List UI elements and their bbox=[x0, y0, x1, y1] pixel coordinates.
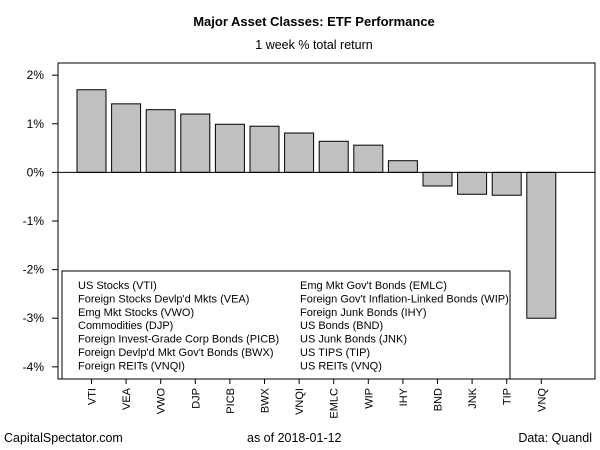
x-tick-label: VNQ bbox=[536, 388, 548, 412]
legend-item: Foreign Devlp'd Mkt Gov't Bonds (BWX) bbox=[78, 347, 274, 359]
legend-item: Foreign Stocks Devlp'd Mkts (VEA) bbox=[78, 293, 249, 305]
x-tick-label: BND bbox=[433, 388, 445, 411]
chart-title: Major Asset Classes: ETF Performance bbox=[193, 14, 435, 29]
legend-item: US REITs (VNQ) bbox=[300, 360, 382, 372]
bar-djp bbox=[180, 113, 211, 173]
y-tick-label: -2% bbox=[23, 263, 45, 277]
bar-tip bbox=[491, 171, 522, 196]
y-tick-label: -1% bbox=[23, 214, 45, 228]
footer-data-credit: Data: Quandl bbox=[518, 431, 592, 445]
legend-box bbox=[61, 270, 511, 380]
x-tick-label: VNQI bbox=[294, 388, 306, 415]
x-axis: VTI VEA VWO DJP PICB BWX VNQI EMLC WIP IHY BND JNK T… bbox=[87, 379, 548, 419]
y-axis: 2% 1% 0% -1% -2% -3% -4% bbox=[23, 68, 58, 374]
bar-bnd bbox=[422, 171, 453, 187]
bar-vti bbox=[76, 89, 107, 173]
x-tick-label: VWO bbox=[156, 388, 168, 415]
legend-item: Foreign Gov't Inflation-Linked Bonds (WI… bbox=[300, 293, 509, 305]
legend-item: Foreign REITs (VNQI) bbox=[78, 360, 185, 372]
y-tick-label: -4% bbox=[23, 360, 45, 374]
bar-emlc bbox=[318, 140, 349, 173]
x-tick-label: PICB bbox=[225, 388, 237, 414]
bar-jnk bbox=[457, 171, 488, 195]
legend-item: Foreign Invest-Grade Corp Bonds (PICB) bbox=[78, 334, 279, 346]
x-tick-label: JNK bbox=[467, 387, 479, 408]
x-tick-label: DJP bbox=[190, 388, 202, 409]
legend-item: Emg Mkt Gov't Bonds (EMLC) bbox=[300, 280, 447, 292]
x-tick-label: WIP bbox=[363, 388, 375, 409]
legend: US Stocks (VTI)Foreign Stocks Devlp'd Mk… bbox=[61, 270, 511, 380]
bar-wip bbox=[353, 144, 384, 173]
legend-item: Foreign Junk Bonds (IHY) bbox=[300, 307, 427, 319]
legend-item: Commodities (DJP) bbox=[78, 320, 173, 332]
legend-item: US TIPS (TIP) bbox=[300, 347, 370, 359]
legend-item: US Junk Bonds (JNK) bbox=[300, 334, 407, 346]
x-tick-label: TIP bbox=[502, 388, 514, 405]
footer-date: as of 2018-01-12 bbox=[247, 431, 342, 445]
bar-ihy bbox=[387, 160, 418, 173]
footer-source: CapitalSpectator.com bbox=[4, 431, 123, 445]
x-tick-label: BWX bbox=[260, 387, 272, 413]
x-tick-label: VTI bbox=[87, 388, 99, 405]
x-tick-label: EMLC bbox=[329, 388, 341, 419]
bar-vea bbox=[111, 103, 142, 173]
x-tick-label: VEA bbox=[121, 387, 133, 410]
bar-vnq bbox=[526, 171, 557, 319]
bar-vwo bbox=[145, 109, 176, 173]
legend-item: Emg Mkt Stocks (VWO) bbox=[78, 307, 194, 319]
bar-bwx bbox=[249, 125, 280, 173]
y-tick-label: 2% bbox=[27, 68, 45, 82]
legend-item: US Stocks (VTI) bbox=[78, 280, 157, 292]
bar-vnqi bbox=[284, 132, 315, 173]
y-tick-label: 1% bbox=[27, 117, 45, 131]
y-tick-label: 0% bbox=[27, 165, 45, 179]
bar-picb bbox=[214, 123, 245, 173]
legend-item: US Bonds (BND) bbox=[300, 320, 383, 332]
y-tick-label: -3% bbox=[23, 311, 45, 325]
x-tick-label: IHY bbox=[398, 387, 410, 406]
chart-subtitle: 1 week % total return bbox=[255, 38, 372, 52]
